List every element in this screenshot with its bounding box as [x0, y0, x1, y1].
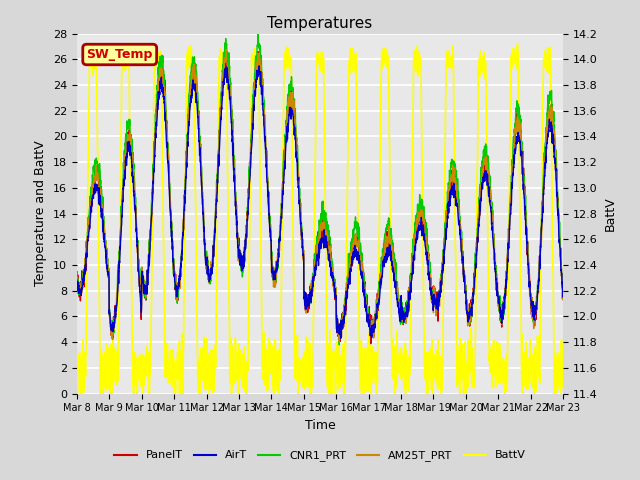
- Text: SW_Temp: SW_Temp: [86, 48, 153, 61]
- X-axis label: Time: Time: [305, 419, 335, 432]
- Legend: PanelT, AirT, CNR1_PRT, AM25T_PRT, BattV: PanelT, AirT, CNR1_PRT, AM25T_PRT, BattV: [110, 446, 530, 466]
- Y-axis label: Temperature and BattV: Temperature and BattV: [35, 141, 47, 287]
- Y-axis label: BattV: BattV: [604, 196, 616, 231]
- Title: Temperatures: Temperatures: [268, 16, 372, 31]
